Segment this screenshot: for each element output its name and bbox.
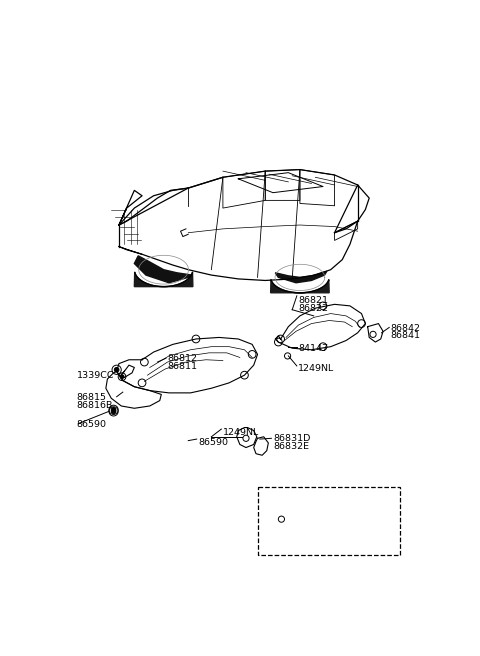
- Circle shape: [111, 409, 116, 414]
- Text: 86831D: 86831D: [273, 434, 311, 443]
- Text: 1249NL: 1249NL: [223, 428, 259, 436]
- Polygon shape: [275, 271, 327, 283]
- Text: 86816B: 86816B: [77, 401, 113, 409]
- Circle shape: [114, 367, 119, 372]
- Text: 86832E: 86832E: [273, 442, 309, 451]
- Text: 1249NL: 1249NL: [299, 363, 335, 373]
- Polygon shape: [134, 256, 192, 283]
- Circle shape: [120, 375, 124, 379]
- Text: 86842: 86842: [391, 323, 421, 333]
- Text: 86841: 86841: [391, 331, 421, 340]
- Polygon shape: [271, 280, 329, 293]
- Polygon shape: [134, 272, 193, 287]
- Text: 86590: 86590: [198, 438, 228, 447]
- Text: 86590: 86590: [77, 420, 107, 429]
- Text: 86831D: 86831D: [299, 516, 336, 524]
- Text: 86815: 86815: [77, 393, 107, 402]
- Text: 86832E: 86832E: [299, 523, 335, 532]
- Text: 86811: 86811: [168, 362, 197, 371]
- Circle shape: [111, 407, 116, 412]
- Text: 84147: 84147: [299, 344, 328, 354]
- Text: 86812: 86812: [168, 354, 197, 363]
- Text: 86822: 86822: [299, 304, 328, 312]
- Text: 86821: 86821: [299, 296, 328, 305]
- Text: (SIDE STEP): (SIDE STEP): [267, 496, 328, 506]
- Text: 1339CC: 1339CC: [77, 371, 114, 380]
- Bar: [258, 487, 400, 554]
